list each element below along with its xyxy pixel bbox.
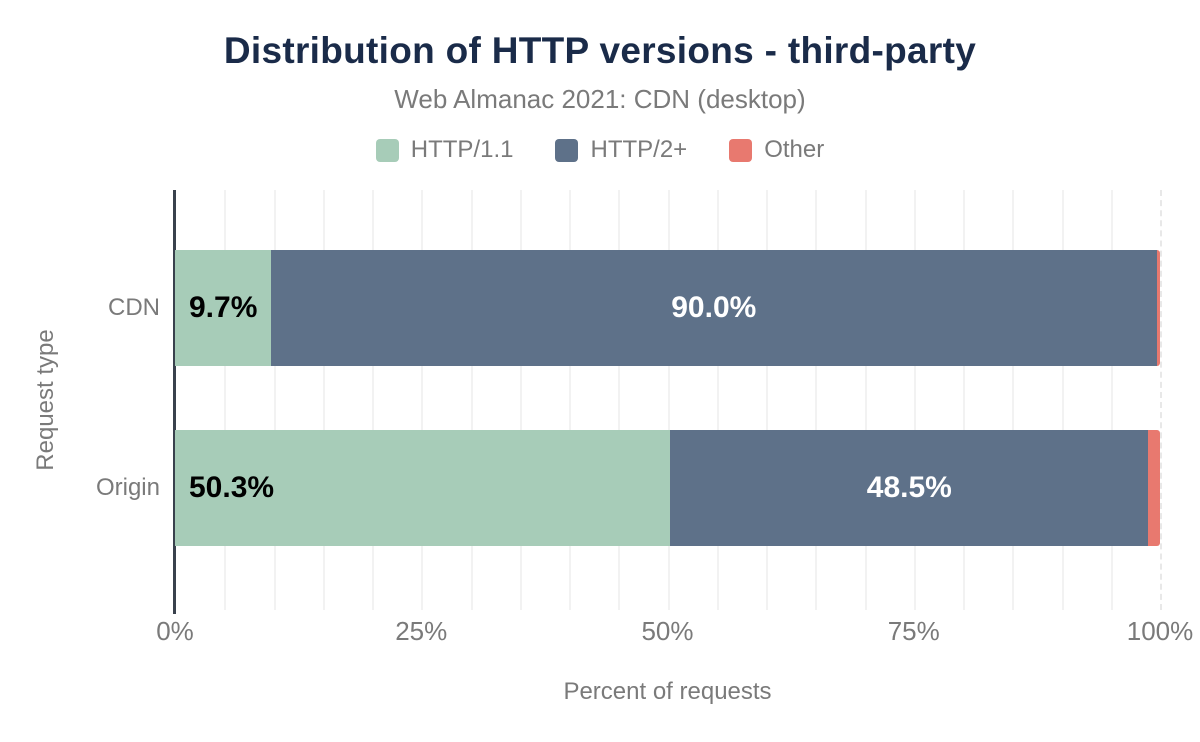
gridline-90 — [1061, 190, 1064, 610]
bar-data-label-http-1-1-origin: 50.3% — [189, 471, 275, 504]
legend-swatch-http2-icon — [555, 138, 579, 162]
gridline-95 — [1110, 190, 1113, 610]
category-label-cdn: CDN — [108, 294, 160, 321]
legend-label-http2: HTTP/2+ — [590, 136, 688, 163]
legend-item-other[interactable]: Other — [729, 136, 824, 164]
bar-segment-http-2-origin[interactable]: 48.5% — [670, 430, 1149, 546]
bar-row-cdn: 9.7% 90.0% — [175, 250, 1160, 366]
gridline-65 — [815, 190, 818, 610]
gridline-55 — [716, 190, 719, 610]
bar-row-origin: 50.3% 48.5% — [175, 430, 1160, 546]
gridline-70 — [864, 190, 867, 610]
chart-subtitle: Web Almanac 2021: CDN (desktop) — [394, 84, 806, 114]
x-tick-label-25: 25% — [395, 616, 448, 646]
x-axis-title: Percent of requests — [563, 678, 772, 705]
gridline-85 — [1012, 190, 1015, 610]
legend-item-http2[interactable]: HTTP/2+ — [555, 136, 687, 164]
x-tick-label-0: 0% — [156, 616, 194, 646]
x-tick-label-100: 100% — [1126, 616, 1194, 646]
y-axis-line — [173, 190, 176, 614]
bar-data-label-http-2-origin: 48.5% — [866, 471, 952, 504]
gridline-5 — [224, 190, 227, 610]
legend: HTTP/1.1 HTTP/2+ Other — [0, 136, 1200, 164]
gridline-30 — [470, 190, 473, 610]
bar-segment-other-cdn[interactable] — [1157, 250, 1160, 366]
x-tick-label-75: 75% — [887, 616, 940, 646]
gridline-15 — [322, 190, 325, 610]
bar-segment-http-2-cdn[interactable]: 90.0% — [270, 250, 1158, 366]
legend-label-other: Other — [764, 136, 825, 163]
chart-title: Distribution of HTTP versions - third-pa… — [223, 30, 977, 71]
legend-label-http11: HTTP/1.1 — [410, 136, 514, 163]
category-label-origin: Origin — [95, 474, 160, 501]
gridline-60 — [766, 190, 768, 610]
gridline-35 — [519, 190, 522, 610]
bar-segment-other-origin[interactable] — [1148, 430, 1160, 546]
legend-swatch-other-icon — [729, 138, 753, 162]
gridline-20 — [372, 190, 374, 610]
bar-data-label-http-2-cdn: 90.0% — [671, 291, 757, 324]
legend-swatch-http11-icon — [375, 138, 399, 162]
gridline-40 — [569, 190, 571, 610]
plot-area: 9.7% 90.0% 50.3% 48.5% — [173, 190, 1162, 614]
gridline-50 — [667, 190, 670, 610]
gridline-80 — [963, 190, 965, 610]
bar-segment-http-1-1-origin[interactable]: 50.3% — [175, 430, 671, 546]
x-axis-ticks: 0% 25% 50% 75% 100% — [156, 616, 1193, 650]
x-tick-label-50: 50% — [641, 616, 694, 646]
gridline-75 — [913, 190, 916, 610]
gridline-100 — [1160, 190, 1162, 610]
bar-data-label-http-1-1-cdn: 9.7% — [189, 291, 258, 324]
bar-segment-http-1-1-cdn[interactable]: 9.7% — [175, 250, 271, 366]
gridline-25 — [421, 190, 424, 610]
gridline-10 — [273, 190, 276, 610]
legend-item-http11[interactable]: HTTP/1.1 — [375, 136, 514, 164]
gridline-45 — [618, 190, 621, 610]
